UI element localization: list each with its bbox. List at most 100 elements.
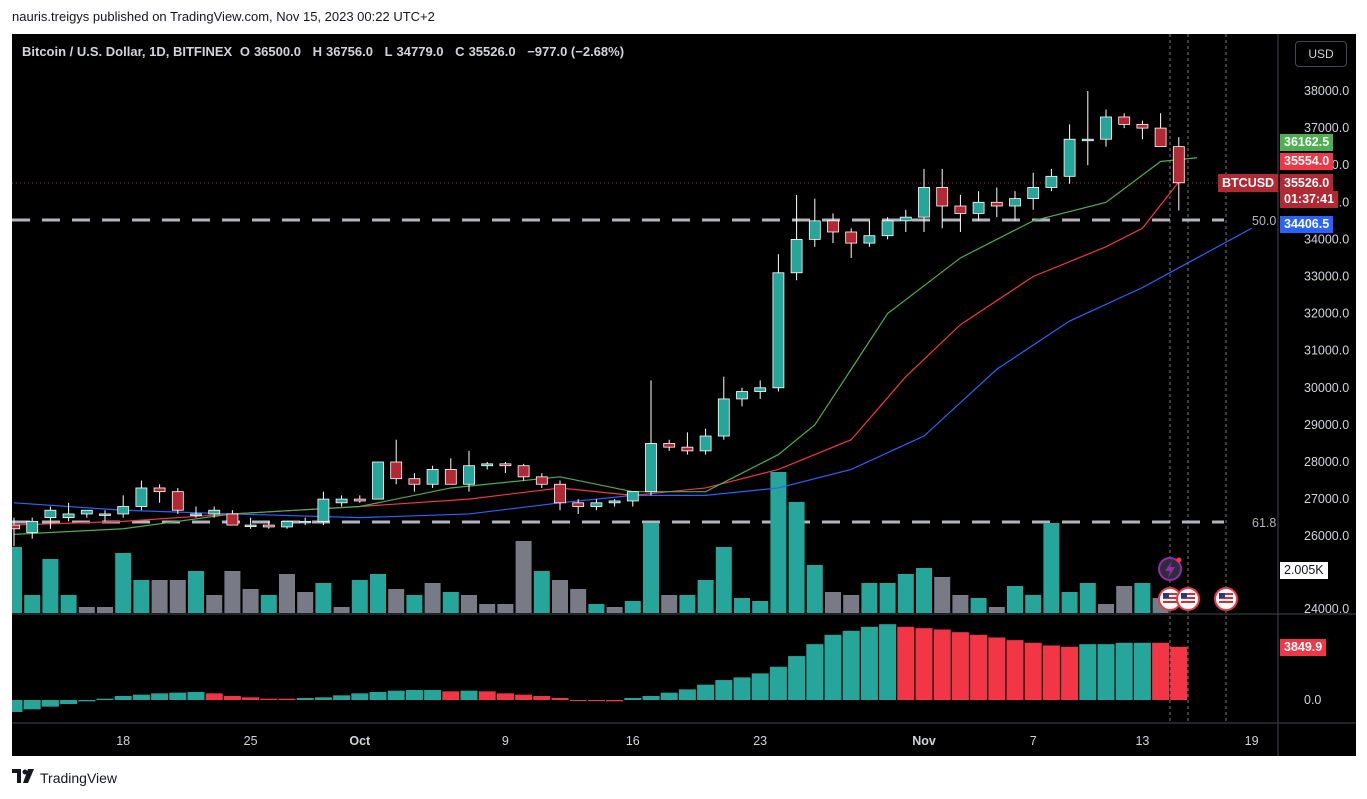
volume-bar xyxy=(406,595,423,613)
volume-bar xyxy=(1025,595,1042,613)
price-tick-label: 34000.0 xyxy=(1304,232,1349,246)
volume-bar xyxy=(24,595,41,613)
macd-bar xyxy=(169,692,187,700)
candle-body xyxy=(1045,175,1058,188)
candle-body xyxy=(1118,116,1131,125)
macd-bar xyxy=(1152,642,1170,700)
macd-bar xyxy=(478,691,496,700)
volume-bar xyxy=(1007,586,1023,613)
volume-bar xyxy=(97,607,113,613)
chart-frame[interactable]: 24000.0 26000.0 27000.0 28000.0 29000.0 30000… xyxy=(12,34,1356,756)
candle-body xyxy=(190,513,202,516)
price-tick-label: 30000.0 xyxy=(1304,381,1349,395)
price-tick-label: 28000.0 xyxy=(1304,455,1349,469)
us-flag-stripe xyxy=(1181,597,1195,599)
candle-body xyxy=(499,463,512,467)
ohlc-close-label: C xyxy=(455,44,465,59)
us-flag-icon xyxy=(1158,587,1182,611)
volume-bar xyxy=(388,589,405,613)
candle-body xyxy=(535,476,548,485)
price-tick-label: 27000.0 xyxy=(1304,492,1349,506)
volume-bar xyxy=(461,595,477,613)
volume-bar xyxy=(370,574,386,613)
us-flag-stripe xyxy=(1219,601,1233,603)
ohlc-open: O 36500.0 xyxy=(240,44,305,59)
macd-bar xyxy=(879,624,897,700)
candle-body xyxy=(372,461,384,500)
macd-bar xyxy=(587,700,605,701)
macd-bar xyxy=(369,692,387,700)
volume-bar xyxy=(570,589,587,613)
candle-body xyxy=(918,187,930,218)
volume-bar xyxy=(861,583,878,613)
macd-bar xyxy=(442,691,460,700)
lightning-icon-bolt xyxy=(1165,561,1175,578)
volume-bar xyxy=(242,589,259,613)
symbol-name: Bitcoin / U.S. Dollar, 1D, BITFINEX xyxy=(22,44,233,59)
us-flag-stripe xyxy=(1163,593,1177,595)
volume-bar xyxy=(552,580,568,613)
price-tick-label: 24000.0 xyxy=(1304,602,1349,616)
volume-bar xyxy=(424,583,441,613)
volume-bar xyxy=(624,601,641,613)
tradingview-logo-icon xyxy=(12,769,36,787)
candle-body xyxy=(590,502,603,507)
candle-body xyxy=(1154,127,1167,148)
macd-bar xyxy=(132,694,150,700)
ma-green-line xyxy=(13,157,1198,535)
macd-bar xyxy=(1115,642,1133,700)
candle-body xyxy=(681,446,694,452)
candle-body xyxy=(444,469,457,485)
candle-body xyxy=(426,469,439,485)
macd-value-label: 3849.9 xyxy=(1280,639,1327,656)
macd-bar xyxy=(915,628,933,700)
macd-bar xyxy=(551,698,569,700)
candle-body xyxy=(572,502,585,507)
volume-bar xyxy=(133,580,150,613)
macd-bar xyxy=(678,689,696,700)
candle-body xyxy=(244,524,257,527)
ohlc-low-value: 34779.0 xyxy=(396,44,444,59)
volume-bar xyxy=(1061,592,1078,613)
candle-body xyxy=(335,498,348,504)
volume-bar xyxy=(1116,586,1133,613)
candle-body xyxy=(863,235,876,244)
fib-level-label: 61.8 xyxy=(1252,516,1276,530)
volume-bar xyxy=(952,595,969,613)
volume-bar xyxy=(934,577,951,613)
macd-bar xyxy=(151,693,169,700)
macd-bar xyxy=(96,698,114,700)
volume-bar xyxy=(1079,583,1096,613)
macd-bar xyxy=(278,698,296,700)
volume-bar xyxy=(588,604,605,613)
macd-bar xyxy=(951,632,969,700)
chart-canvas[interactable]: 24000.0 26000.0 27000.0 28000.0 29000.0 30000… xyxy=(12,34,1356,756)
currency-button[interactable]: USD xyxy=(1295,41,1347,67)
volume-bar xyxy=(697,580,714,613)
volume-bar xyxy=(60,595,77,613)
volume-bar xyxy=(1134,583,1151,613)
volume-bar xyxy=(151,580,168,613)
macd-bar xyxy=(242,697,260,700)
volume-bar xyxy=(12,547,22,613)
us-flag-canton xyxy=(1219,593,1225,598)
candle-body xyxy=(117,506,130,515)
macd-bar xyxy=(569,700,587,701)
macd-bar xyxy=(1006,640,1024,700)
countdown-label: 01:37:41 xyxy=(1280,191,1339,208)
ma-red-price-label: 35554.0 xyxy=(1280,153,1334,170)
candle-body xyxy=(608,500,621,504)
volume-bar xyxy=(715,547,732,613)
ohlc-high-label: H xyxy=(312,44,322,59)
macd-bar xyxy=(642,696,660,700)
candle-body xyxy=(517,465,530,478)
macd-bar xyxy=(769,666,787,700)
candle-body xyxy=(1172,146,1185,184)
macd-bar xyxy=(988,637,1006,700)
volume-bar xyxy=(825,592,841,613)
candle-body xyxy=(299,520,312,524)
macd-bar xyxy=(533,696,551,700)
candle-body xyxy=(317,498,330,522)
ma-blue-price-label: 34406.5 xyxy=(1280,216,1334,233)
time-tick-label: 25 xyxy=(244,734,258,748)
